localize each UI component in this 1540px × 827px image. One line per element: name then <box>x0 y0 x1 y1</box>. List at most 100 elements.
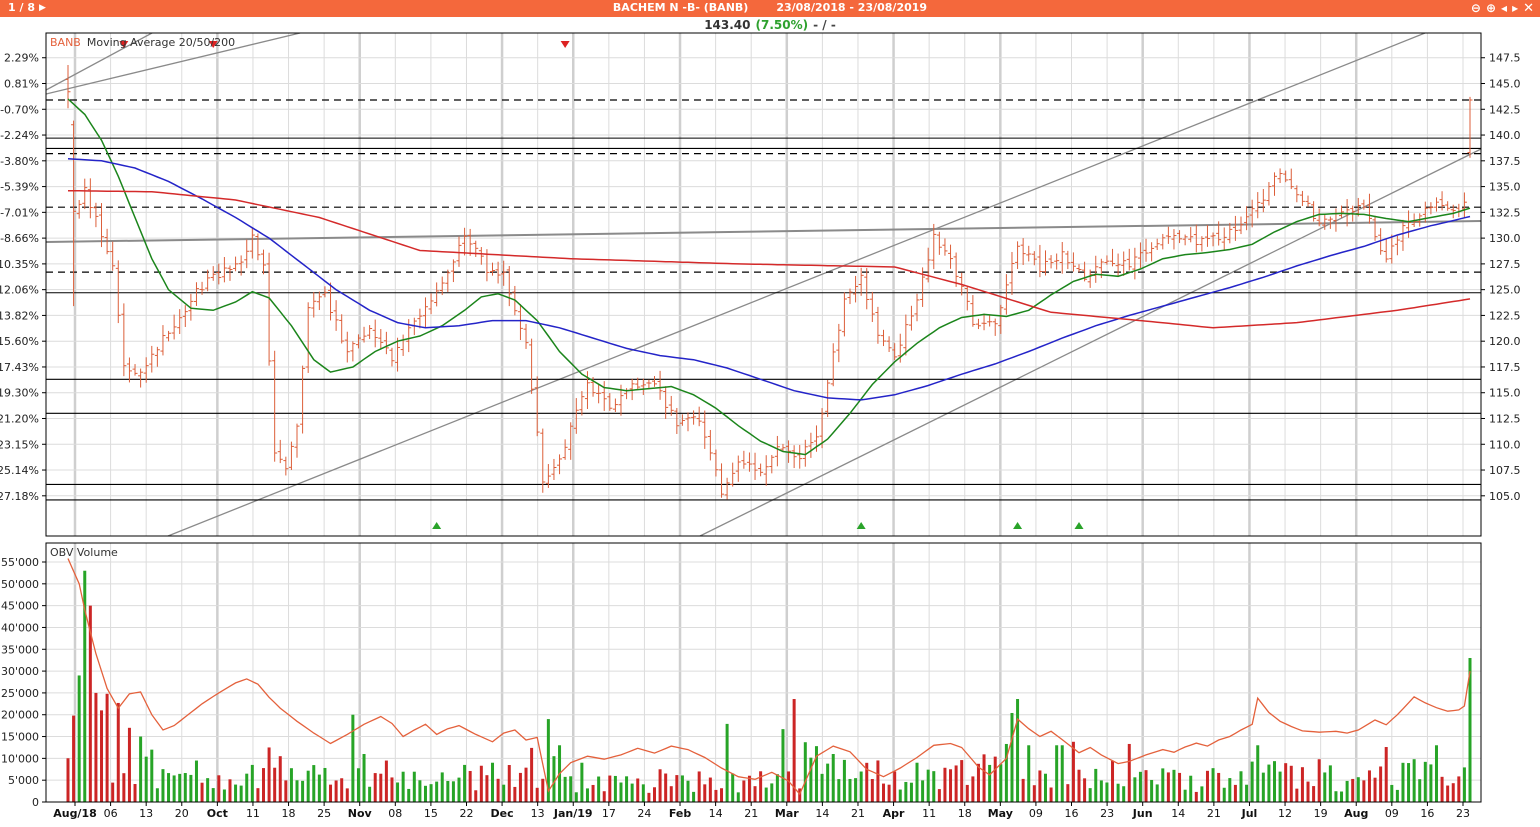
volume-axis-label: 0 <box>32 796 39 809</box>
volume-bar <box>1066 784 1070 802</box>
zoom-in-icon[interactable]: ⊕ <box>1485 1 1497 15</box>
volume-bar <box>954 765 958 802</box>
volume-bar <box>1010 712 1014 802</box>
price-axis-label: 112.5 <box>1489 412 1521 425</box>
volume-bar <box>742 780 746 802</box>
volume-bar <box>692 791 696 802</box>
volume-bar <box>999 764 1003 802</box>
volume-bar <box>731 773 735 802</box>
volume-bar <box>1111 760 1115 802</box>
volume-bar <box>295 780 299 802</box>
chart-area: 147.5 145.0 142.5 140.0 137.5 135.0 132.5 130.0… <box>0 32 1540 823</box>
volume-bar <box>1127 743 1131 802</box>
price-legend: BANB Moving Average 20/50/200 <box>50 36 235 49</box>
volume-bar <box>127 727 131 802</box>
volume-bar <box>597 776 601 802</box>
trendlines <box>46 33 1481 536</box>
volume-bar <box>329 784 333 802</box>
volume-bar <box>842 759 846 802</box>
volume-bar <box>1451 783 1455 802</box>
volume-bar <box>362 754 366 802</box>
volume-bar <box>418 780 422 802</box>
percent-axis-label: 12.06% <box>0 284 39 297</box>
volume-bar <box>1172 769 1176 802</box>
volume-bar <box>161 769 165 802</box>
volume-bar <box>982 754 986 802</box>
volume-bar <box>345 788 349 802</box>
date-axis-label: Nov <box>348 807 373 820</box>
date-axis-label: 21 <box>744 807 758 820</box>
volume-bar <box>1306 781 1310 802</box>
price-axis-label: 140.0 <box>1489 129 1521 142</box>
volume-bar <box>915 762 919 802</box>
date-axis-label: 18 <box>282 807 296 820</box>
volume-bar <box>155 788 159 802</box>
volume-bar <box>608 775 612 802</box>
volume-axis-label: 30'000 <box>1 665 39 678</box>
price-axis-label: 127.5 <box>1489 258 1521 271</box>
volume-bar <box>837 779 841 802</box>
volume-bar <box>1178 772 1182 802</box>
zoom-out-icon[interactable]: ⊖ <box>1470 1 1481 15</box>
next-page-icon[interactable]: ▶ <box>38 2 46 13</box>
volume-bar <box>502 784 506 802</box>
volume-bar <box>1138 771 1142 802</box>
page-indicator: 1 / 8 <box>8 1 35 14</box>
volume-bar <box>1401 762 1405 802</box>
volume-bar <box>535 787 539 802</box>
volume-bar <box>814 746 818 802</box>
date-axis-label: 11 <box>246 807 260 820</box>
percent-axis-label: 17.43% <box>0 361 39 374</box>
volume-bar <box>100 710 104 802</box>
volume-bar <box>83 570 87 802</box>
volume-bar <box>1088 788 1092 802</box>
volume-bar <box>289 768 293 802</box>
sell-marker-icon <box>119 41 129 48</box>
volume-bar <box>725 723 729 802</box>
date-axis-label: Jul <box>1241 807 1258 820</box>
volume-bar <box>1468 658 1472 802</box>
ma20-line <box>67 98 1471 456</box>
volume-bar <box>513 786 517 802</box>
volume-bar <box>552 756 556 802</box>
date-axis-label: 09 <box>1029 807 1043 820</box>
volume-bar <box>390 777 394 802</box>
volume-bar <box>1261 772 1265 802</box>
volume-bar <box>580 762 584 802</box>
volume-bar <box>1161 768 1165 802</box>
close-icon[interactable]: ✕ <box>1523 1 1534 16</box>
date-axis-label: 18 <box>958 807 972 820</box>
volume-axis-label: 50'000 <box>1 578 39 591</box>
volume-bar <box>1239 771 1243 802</box>
date-axis-label: 09 <box>1385 807 1399 820</box>
volume-bar <box>993 756 997 802</box>
volume-bar <box>619 782 623 802</box>
scroll-left-icon[interactable]: ◂ <box>1501 1 1508 15</box>
date-axis-label: 16 <box>1065 807 1079 820</box>
axis-labels: 147.5 145.0 142.5 140.0 137.5 135.0 132.5 130.0… <box>0 52 1521 820</box>
volume-bar <box>306 770 310 802</box>
volume-bar <box>429 784 433 802</box>
price-axis-label: 130.0 <box>1489 232 1521 245</box>
volume-axis-label: 15'000 <box>1 731 39 744</box>
volume-bar <box>194 760 198 802</box>
buy-marker-icon <box>1013 522 1023 529</box>
ma200-line <box>67 189 1471 329</box>
volume-bar <box>1328 765 1332 802</box>
volume-bar <box>507 765 511 802</box>
date-axis-label: Jun <box>1132 807 1153 820</box>
volume-bar <box>882 783 886 802</box>
volume-bar <box>714 789 718 802</box>
sell-marker-icon <box>560 41 570 48</box>
volume-bar <box>435 781 439 802</box>
volume-bar <box>1429 764 1433 802</box>
date-axis-label: Oct <box>207 807 228 820</box>
volume-bar <box>491 762 495 802</box>
page-navigator[interactable]: 1 / 8 ▶ <box>8 1 46 14</box>
volume-bar <box>423 785 427 802</box>
volume-bar <box>1440 776 1444 802</box>
price-axis-label: 147.5 <box>1489 52 1521 65</box>
scroll-right-icon[interactable]: ▸ <box>1512 1 1519 15</box>
chart-canvas[interactable]: 147.5 145.0 142.5 140.0 137.5 135.0 132.5 130.0… <box>0 32 1540 823</box>
volume-bar <box>781 729 785 802</box>
